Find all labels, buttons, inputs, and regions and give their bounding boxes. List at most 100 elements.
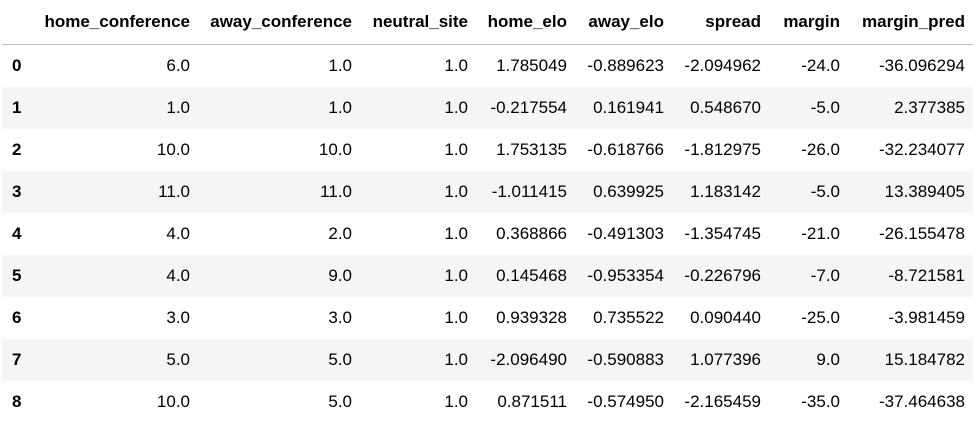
table-cell: 1.0 — [444, 56, 468, 75]
table-cell: 0.090440 — [690, 308, 761, 327]
table-cell: -8.721581 — [888, 266, 965, 285]
row-index: 3 — [12, 182, 22, 201]
table-cell: 0.871511 — [497, 392, 567, 411]
column-header: away_conference — [198, 0, 360, 45]
table-row: 2 10.0 10.0 1.0 1.753135 -0.618766 -1.812975 -2… — [2, 129, 973, 171]
table-cell: -2.096490 — [490, 350, 567, 369]
table-cell: -37.464638 — [878, 392, 965, 411]
table-cell: 10.0 — [318, 140, 352, 159]
row-index: 8 — [12, 392, 22, 411]
table-cell: 1.0 — [328, 98, 352, 117]
table-cell: -0.217554 — [490, 98, 567, 117]
table-cell: 4.0 — [166, 224, 190, 243]
table-cell: 0.161941 — [593, 98, 664, 117]
table-cell: -2.094962 — [684, 56, 761, 75]
table-cell: -26.0 — [801, 140, 840, 159]
table-cell: 11.0 — [320, 182, 352, 201]
table-cell: 0.368866 — [496, 224, 567, 243]
table-cell: 13.389405 — [884, 182, 965, 201]
table-cell: -21.0 — [801, 224, 840, 243]
table-cell: 9.0 — [816, 350, 840, 369]
table-cell: 3.0 — [328, 308, 352, 327]
table-cell: 1.183142 — [690, 182, 761, 201]
table-body: 0 6.0 1.0 1.0 1.785049 -0.889623 -2.094962 -24.… — [2, 45, 973, 424]
table-cell: 11.0 — [158, 182, 190, 201]
table-cell: 1.785049 — [496, 56, 567, 75]
table-cell: 10.0 — [156, 140, 190, 159]
table-cell: 1.753135 — [496, 140, 567, 159]
table-cell: 9.0 — [328, 266, 352, 285]
table-cell: 1.0 — [444, 140, 468, 159]
row-index: 1 — [12, 98, 22, 117]
table-cell: 1.0 — [328, 56, 352, 75]
table-cell: 1.0 — [444, 224, 468, 243]
table-cell: 1.077396 — [690, 350, 761, 369]
table-cell: 5.0 — [328, 350, 352, 369]
table-row: 3 11.0 11.0 1.0 -1.011415 0.639925 1.183142 -5.… — [2, 171, 973, 213]
table-cell: 1.0 — [166, 98, 190, 117]
table-row: 7 5.0 5.0 1.0 -2.096490 -0.590883 1.077396 9.0 1… — [2, 339, 973, 381]
table-cell: -0.574950 — [587, 392, 664, 411]
table-cell: 1.0 — [444, 350, 468, 369]
table-row: 5 4.0 9.0 1.0 0.145468 -0.953354 -0.226796 -7.0… — [2, 255, 973, 297]
column-header: spread — [672, 0, 769, 45]
column-header: away_elo — [575, 0, 672, 45]
index-header — [2, 0, 32, 45]
table-cell: 5.0 — [328, 392, 352, 411]
row-index: 4 — [12, 224, 22, 243]
table-cell: -32.234077 — [878, 140, 965, 159]
table-cell: -0.590883 — [587, 350, 664, 369]
table-row: 6 3.0 3.0 1.0 0.939328 0.735522 0.090440 -25.0 -… — [2, 297, 973, 339]
column-header: neutral_site — [360, 0, 476, 45]
table-cell: 0.939328 — [496, 308, 567, 327]
table-cell: 2.0 — [328, 224, 352, 243]
table-cell: 1.0 — [444, 98, 468, 117]
table-cell: 0.548670 — [690, 98, 761, 117]
row-index: 2 — [12, 140, 22, 159]
table-cell: -25.0 — [801, 308, 840, 327]
column-header: margin — [769, 0, 848, 45]
table-cell: -0.889623 — [587, 56, 664, 75]
table-cell: -24.0 — [801, 56, 840, 75]
header-row: home_conference away_conference neutral_si… — [2, 0, 973, 45]
table-cell: 10.0 — [156, 392, 190, 411]
table-cell: -36.096294 — [878, 56, 965, 75]
table-row: 8 10.0 5.0 1.0 0.871511 -0.574950 -2.165459 -35… — [2, 381, 973, 423]
table-cell: -1.354745 — [684, 224, 761, 243]
column-header: home_conference — [32, 0, 198, 45]
table-cell: -0.953354 — [587, 266, 664, 285]
table-cell: -5.0 — [810, 182, 840, 201]
table-cell: -7.0 — [810, 266, 840, 285]
table-cell: -1.812975 — [684, 140, 761, 159]
table-cell: 6.0 — [166, 56, 190, 75]
table-cell: 1.0 — [444, 392, 468, 411]
table-cell: 1.0 — [444, 308, 468, 327]
column-header: home_elo — [476, 0, 575, 45]
column-header: margin_pred — [848, 0, 973, 45]
table-row: 0 6.0 1.0 1.0 1.785049 -0.889623 -2.094962 -24.… — [2, 45, 973, 88]
table-cell: 1.0 — [444, 182, 468, 201]
table-cell: 15.184782 — [884, 350, 965, 369]
table-cell: 0.735522 — [593, 308, 664, 327]
table-cell: -0.491303 — [587, 224, 664, 243]
table-cell: 3.0 — [166, 308, 190, 327]
table-cell: 1.0 — [444, 266, 468, 285]
row-index: 0 — [12, 56, 22, 75]
row-index: 5 — [12, 266, 22, 285]
table-cell: 0.145468 — [496, 266, 567, 285]
table-row: 1 1.0 1.0 1.0 -0.217554 0.161941 0.548670 -5.0 2… — [2, 87, 973, 129]
table-cell: -0.226796 — [684, 266, 761, 285]
table-cell: -0.618766 — [587, 140, 664, 159]
table-cell: -3.981459 — [888, 308, 965, 327]
table-cell: 4.0 — [166, 266, 190, 285]
table-cell: -1.011415 — [491, 182, 567, 201]
table-row: 4 4.0 2.0 1.0 0.368866 -0.491303 -1.354745 -21.… — [2, 213, 973, 255]
data-table: home_conference away_conference neutral_si… — [2, 0, 973, 423]
table-cell: -2.165459 — [684, 392, 761, 411]
table-cell: 5.0 — [166, 350, 190, 369]
table-cell: 0.639925 — [593, 182, 664, 201]
row-index: 6 — [12, 308, 22, 327]
table-cell: 2.377385 — [894, 98, 965, 117]
table-cell: -5.0 — [810, 98, 840, 117]
